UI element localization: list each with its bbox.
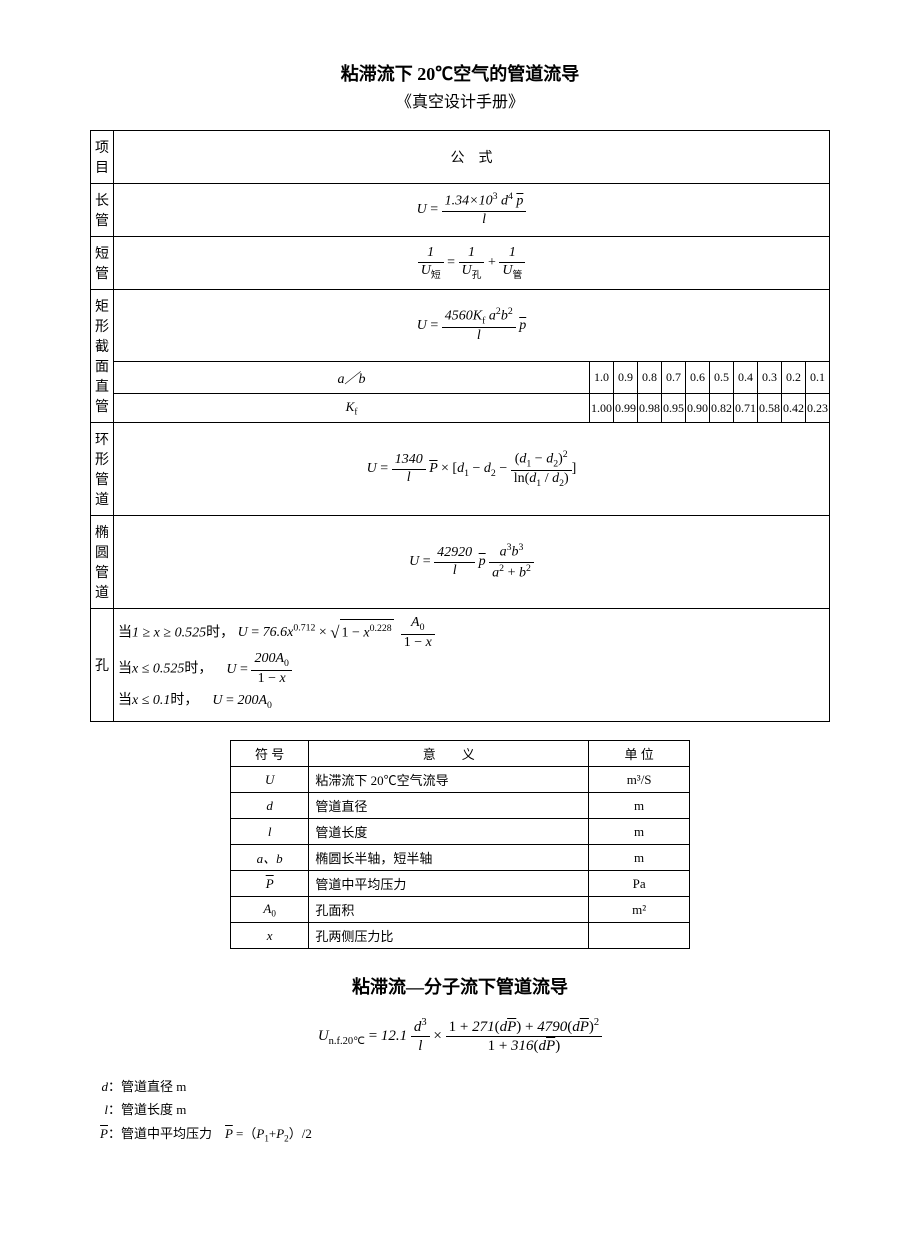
row-short-pipe-label: 短管 (91, 237, 114, 290)
table-row: d 管道直径 m (231, 793, 690, 819)
header-item: 项目 (91, 131, 114, 184)
table-row: P 管道中平均压力 Pa (231, 871, 690, 897)
table-row: l 管道长度 m (231, 819, 690, 845)
row-hole-formula: 当1 ≥ x ≥ 0.525时， U = 76.6x0.712 × √1 − x… (114, 609, 830, 722)
row-rect-kf: Kf 1.00 0.99 0.98 0.95 0.90 0.82 0.71 0.… (91, 394, 830, 423)
row-ring-pipe-formula: U = 1340l P × [d1 − d2 − (d1 − d2)2 ln(d… (114, 423, 830, 516)
page-title: 粘滞流下 20℃空气的管道流导 (90, 60, 830, 86)
row-rect-pipe-formula: U = 4560Kf a2b2 l p (114, 290, 830, 362)
table-row: U 粘滞流下 20℃空气流导 m³/S (231, 767, 690, 793)
row-rect-pipe-label: 矩形截面直管 (91, 290, 114, 423)
formula-table: 项目 公 式 长管 U = 1.34×103 d4 p l 短管 1U短 = 1… (90, 130, 830, 722)
row-rect-ab: a／b 1.0 0.9 0.8 0.7 0.6 0.5 0.4 0.3 0.2 … (91, 362, 830, 394)
row-ellipse-pipe-label: 椭圆管道 (91, 516, 114, 609)
row-ring-pipe-label: 环形管道 (91, 423, 114, 516)
symbol-table: 符 号 意 义 单 位 U 粘滞流下 20℃空气流导 m³/S d 管道直径 m… (230, 740, 690, 949)
header-formula: 公 式 (114, 131, 830, 184)
sym-header-mean: 意 义 (309, 741, 589, 767)
table-row: a、b 椭圆长半轴，短半轴 m (231, 845, 690, 871)
row-long-pipe-formula: U = 1.34×103 d4 p l (114, 184, 830, 237)
table-row: A0 孔面积 m² (231, 897, 690, 923)
section2-formula: Un.f.20℃ = 12.1 d3l × 1 + 271(dP) + 4790… (90, 1017, 830, 1055)
page-subtitle: 《真空设计手册》 (90, 88, 830, 112)
table-row: x 孔两侧压力比 (231, 923, 690, 949)
section2-title: 粘滞流—分子流下管道流导 (90, 973, 830, 999)
row-ellipse-pipe-formula: U = 42920l p a3b3 a2 + b2 (114, 516, 830, 609)
row-long-pipe-label: 长管 (91, 184, 114, 237)
sym-header-sym: 符 号 (231, 741, 309, 767)
row-short-pipe-formula: 1U短 = 1U孔 + 1U管 (114, 237, 830, 290)
sym-header-unit: 单 位 (589, 741, 690, 767)
definitions: d：管道直径 m l：管道长度 m P：管道中平均压力 P =（P1+P2）/2 (90, 1075, 830, 1147)
row-hole-label: 孔 (91, 609, 114, 722)
